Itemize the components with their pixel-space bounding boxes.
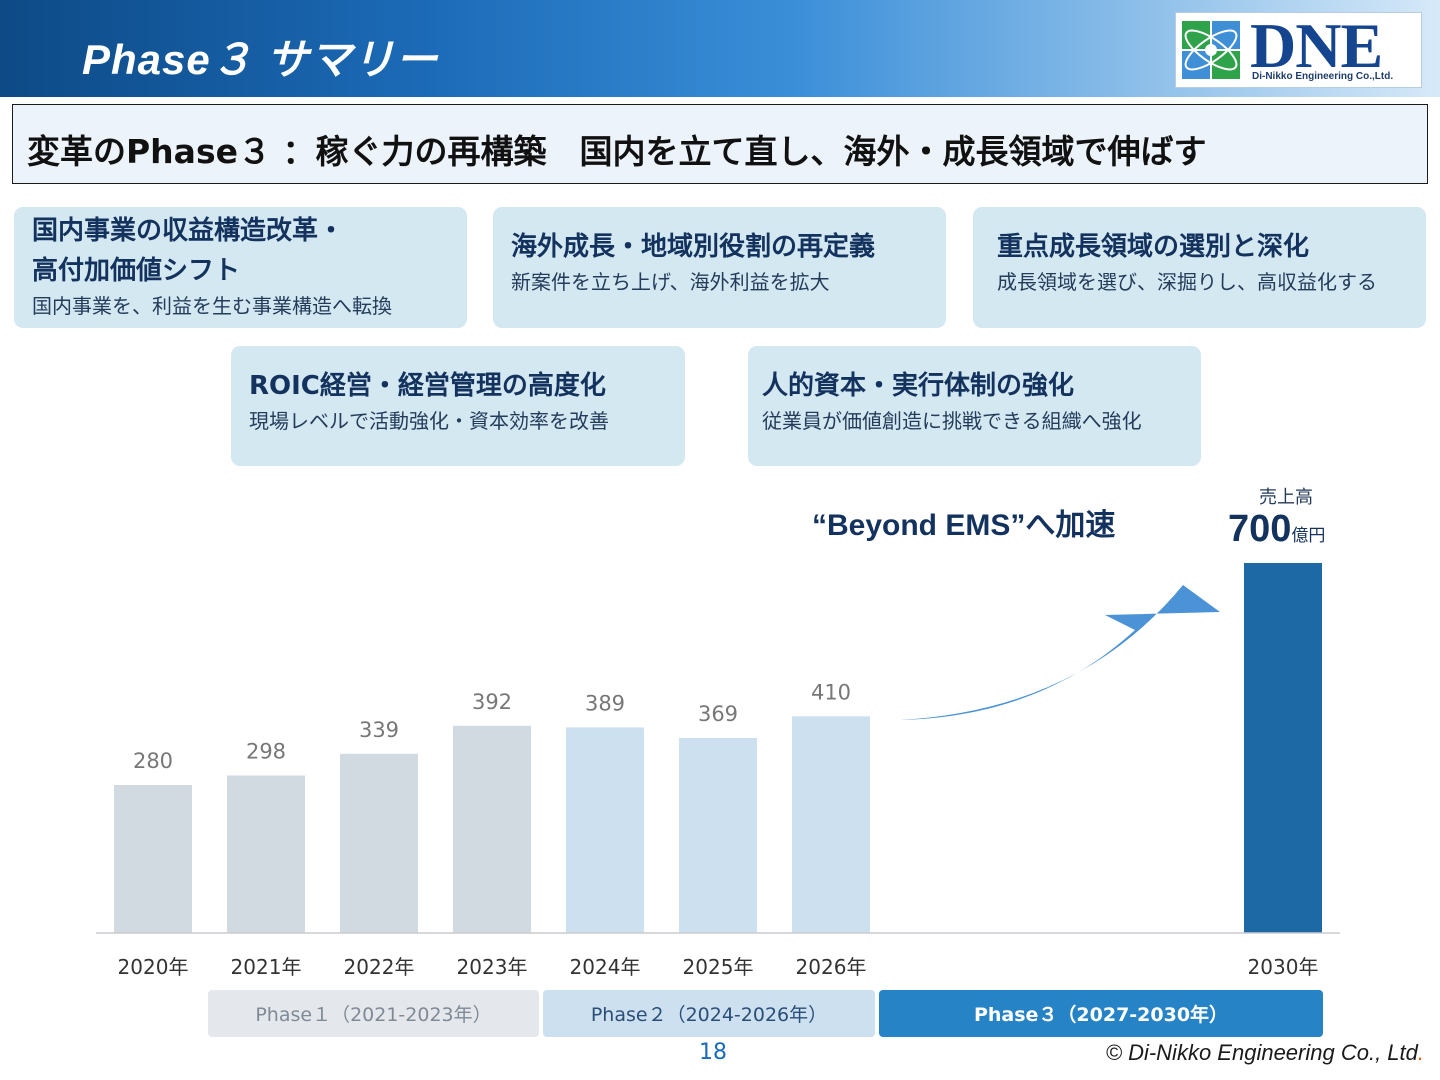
page-title: Phase３ サマリー	[82, 36, 439, 83]
strategy-card-domestic: 国内事業の収益構造改革・ 高付加価値シフト 国内事業を、利益を生む事業構造へ転換	[14, 207, 467, 328]
sales-bar-chart: 280 298 339 392 389 369 410 2020年 2021年 2022年 202…	[96, 563, 1340, 979]
bar-2020年	[114, 785, 192, 933]
logo-text: DNE	[1250, 10, 1383, 81]
bar-2025年	[679, 737, 757, 933]
card-subtitle: 成長領域を選び、深掘りし、高収益化する	[997, 270, 1377, 294]
strategy-card-roic: ROIC経営・経営管理の高度化 現場レベルで活動強化・資本効率を改善	[231, 346, 685, 466]
header-bar: Phase３ サマリー DNE Di-Nikko Engineering Co.…	[0, 0, 1440, 97]
target-label: 売上高	[1259, 487, 1313, 508]
bar-value-label: 369	[698, 702, 738, 726]
card-subtitle: 国内事業を、利益を生む事業構造へ転換	[32, 294, 392, 318]
headline-text: 変革のPhase３ ：稼ぐ力の再構築 国内を立て直し、海外・成長領域で伸ばす	[27, 132, 1207, 171]
bar-value-label: 392	[472, 690, 512, 714]
card-title: 人的資本・実行体制の強化	[762, 371, 1075, 401]
bar-2030年	[1244, 563, 1322, 933]
strategy-card-overseas: 海外成長・地域別役割の再定義 新案件を立ち上げ、海外利益を拡大	[493, 207, 946, 328]
copyright-dot: .	[1417, 1040, 1424, 1065]
bar-value-label: 339	[359, 718, 399, 742]
card-subtitle: 新案件を立ち上げ、海外利益を拡大	[511, 270, 830, 294]
bar-value-label: 410	[811, 680, 851, 704]
card-title: 重点成長領域の選別と深化	[997, 232, 1310, 262]
x-tick-label: 2021年	[231, 955, 302, 979]
headline-banner: 変革のPhase３ ：稼ぐ力の再構築 国内を立て直し、海外・成長領域で伸ばす	[12, 104, 1428, 184]
logo-mark-icon	[1178, 17, 1244, 83]
x-tick-label: 2022年	[344, 955, 415, 979]
x-tick-label: 2026年	[796, 955, 867, 979]
bar-value-label: 389	[585, 691, 625, 715]
company-logo: DNE Di-Nikko Engineering Co.,Ltd.	[1175, 10, 1422, 88]
strategy-card-growth: 重点成長領域の選別と深化 成長領域を選び、深掘りし、高収益化する	[973, 207, 1426, 328]
copyright-text: © Di-Nikko Engineering Co., Ltd.	[1106, 1040, 1424, 1066]
bar-2021年	[227, 775, 305, 933]
strategy-card-human-capital: 人的資本・実行体制の強化 従業員が価値創造に挑戦できる組織へ強化	[748, 346, 1201, 466]
page-number: 18	[699, 1040, 727, 1065]
copyright-main: © Di-Nikko Engineering Co., Ltd	[1105, 1040, 1418, 1065]
target-value: 700億円	[1228, 508, 1325, 551]
x-tick-label: 2020年	[118, 955, 189, 979]
beyond-ems-annotation: “Beyond EMS”へ加速	[812, 509, 1116, 542]
bar-2024年	[566, 727, 644, 933]
x-tick-label: 2030年	[1248, 955, 1319, 979]
x-tick-label: 2025年	[683, 955, 754, 979]
target-number: 700	[1228, 508, 1292, 550]
card-title: 国内事業の収益構造改革・ 高付加価値シフト	[32, 216, 345, 286]
x-tick-label: 2024年	[570, 955, 641, 979]
card-subtitle: 従業員が価値創造に挑戦できる組織へ強化	[762, 409, 1142, 433]
bar-value-label: 280	[133, 749, 173, 773]
card-title: ROIC経営・経営管理の高度化	[249, 371, 606, 401]
phase-3-label: Phase３（2027-2030年）	[879, 990, 1323, 1037]
phase-2-label: Phase２（2024-2026年）	[543, 990, 875, 1037]
bar-2023年	[453, 725, 531, 933]
phase-1-label: Phase１（2021-2023年）	[208, 990, 539, 1037]
bar-value-label: 298	[246, 739, 286, 763]
bar-2022年	[340, 753, 418, 933]
bar-2026年	[792, 716, 870, 933]
card-subtitle: 現場レベルで活動強化・資本効率を改善	[249, 409, 609, 433]
logo-subtext: Di-Nikko Engineering Co.,Ltd.	[1252, 71, 1394, 82]
x-tick-label: 2023年	[457, 955, 528, 979]
target-unit: 億円	[1291, 526, 1326, 546]
card-title: 海外成長・地域別役割の再定義	[511, 232, 876, 262]
growth-arrow-icon	[900, 585, 1220, 720]
